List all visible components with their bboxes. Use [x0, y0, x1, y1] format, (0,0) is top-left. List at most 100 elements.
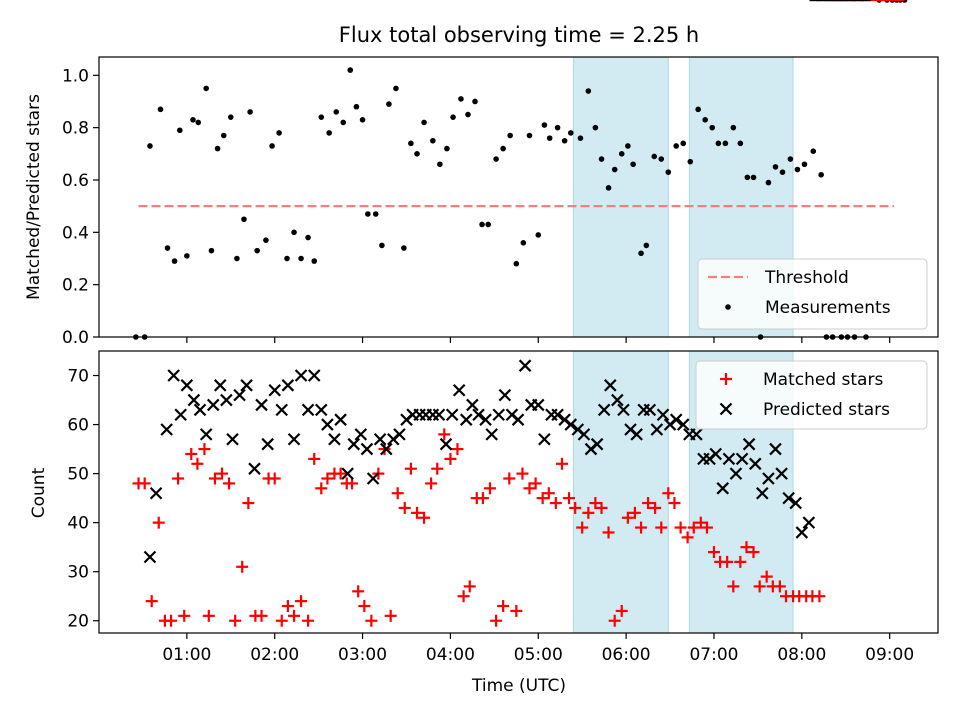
predicted-point [301, 403, 315, 417]
measurement-point [709, 124, 716, 131]
predicted-point [656, 408, 670, 422]
predicted-point [742, 437, 756, 451]
predicted-point [328, 433, 341, 446]
measurement-point [643, 242, 650, 249]
x-axis-ticks: 01:00 02:00 03:00 04:00 05:00 06:00 07:00 08:00… [162, 633, 914, 665]
predicted-point [577, 428, 591, 441]
measurement-point [347, 67, 354, 73]
measurement-point [190, 117, 196, 123]
predicted-point [597, 403, 611, 417]
measurement-point [437, 161, 443, 168]
matched-point [662, 487, 675, 500]
predicted-points [143, 0, 871, 564]
predicted-point [445, 408, 459, 422]
legend-threshold-label: Threshold [764, 268, 849, 288]
matched-point [542, 487, 555, 500]
measurement-point [444, 145, 450, 152]
matched-point [451, 443, 464, 456]
predicted-point [275, 403, 289, 417]
predicted-point [193, 403, 207, 417]
marker-stroke [531, 398, 545, 412]
count-panel: 20 30 40 50 60 70 01:00 02:00 03:00 04:00 05:00 06… [29, 0, 939, 696]
measurement-point [765, 179, 772, 186]
x-tick-label: 07:00 [689, 645, 738, 665]
measurement-point [702, 117, 708, 123]
measurement-point [794, 166, 801, 173]
measurement-point [214, 145, 221, 152]
predicted-point [220, 393, 233, 407]
measurement-point [359, 117, 366, 123]
legend-matched-swatch [720, 373, 732, 385]
measurement-point [220, 132, 227, 139]
predicted-point [314, 403, 328, 417]
y-tick-label: 30 [67, 563, 89, 583]
matched-point [463, 580, 476, 593]
predicted-point [439, 437, 453, 451]
measurement-point [372, 211, 379, 217]
predicted-point [630, 428, 643, 441]
legend-measurements-label: Measurements [765, 298, 891, 318]
measurement-point [458, 96, 464, 102]
matched-point [165, 614, 178, 627]
matched-point [444, 452, 457, 465]
measurement-point [298, 255, 304, 262]
matched-point [268, 472, 281, 485]
predicted-point [531, 398, 545, 412]
measurement-point [408, 140, 414, 147]
predicted-point [240, 379, 253, 392]
measurement-point [195, 119, 202, 126]
y-tick-label: 0.4 [62, 223, 89, 243]
x-tick-label: 09:00 [865, 645, 914, 665]
measurement-point [618, 151, 625, 157]
matched-point [681, 531, 694, 544]
predicted-point [735, 452, 749, 466]
y-tick-label: 0.6 [62, 171, 89, 191]
marker-stroke [328, 433, 341, 446]
x-tick-label: 08:00 [777, 645, 826, 665]
marker-stroke [756, 486, 769, 500]
measurement-point [526, 132, 533, 139]
matched-point [334, 467, 347, 480]
predicted-point [498, 388, 512, 402]
measurement-point [164, 245, 171, 251]
measurement-point [561, 137, 568, 144]
x-axis-label: Time (UTC) [471, 676, 566, 696]
marker-stroke [479, 413, 492, 426]
matched-point [172, 472, 185, 485]
marker-stroke [281, 379, 295, 392]
marker-stroke [160, 423, 173, 436]
marker-stroke [802, 516, 816, 529]
marker-stroke [498, 388, 512, 402]
measurement-point [535, 232, 542, 238]
y-tick-label: 0.0 [62, 328, 89, 348]
matched-point [674, 521, 687, 534]
y-tick-label: 50 [67, 465, 89, 485]
matched-point [308, 452, 321, 465]
matched-point [549, 497, 562, 510]
matched-point [516, 467, 529, 480]
matched-point [747, 546, 760, 559]
matched-point [576, 521, 589, 534]
predicted-point [611, 393, 624, 407]
matched-point [223, 477, 236, 490]
predicted-point [268, 383, 281, 397]
x-tick-label: 01:00 [162, 645, 211, 665]
predicted-point [213, 379, 227, 392]
measurement-point [658, 156, 665, 162]
measurement-point [638, 250, 644, 257]
matched-point [202, 609, 215, 622]
measurement-point [365, 211, 371, 217]
marker-stroke [624, 423, 637, 436]
measurement-point [241, 216, 247, 223]
measurement-point [340, 119, 347, 126]
matched-point [694, 516, 707, 529]
measurement-point [208, 247, 215, 254]
matched-point [760, 570, 773, 583]
measurement-point [291, 229, 297, 236]
x-tick-label: 04:00 [426, 645, 475, 665]
measurement-point [651, 153, 658, 160]
measurement-point [744, 174, 751, 181]
predicted-point [206, 398, 220, 412]
marker-stroke [226, 433, 239, 446]
predicted-point [347, 437, 361, 451]
